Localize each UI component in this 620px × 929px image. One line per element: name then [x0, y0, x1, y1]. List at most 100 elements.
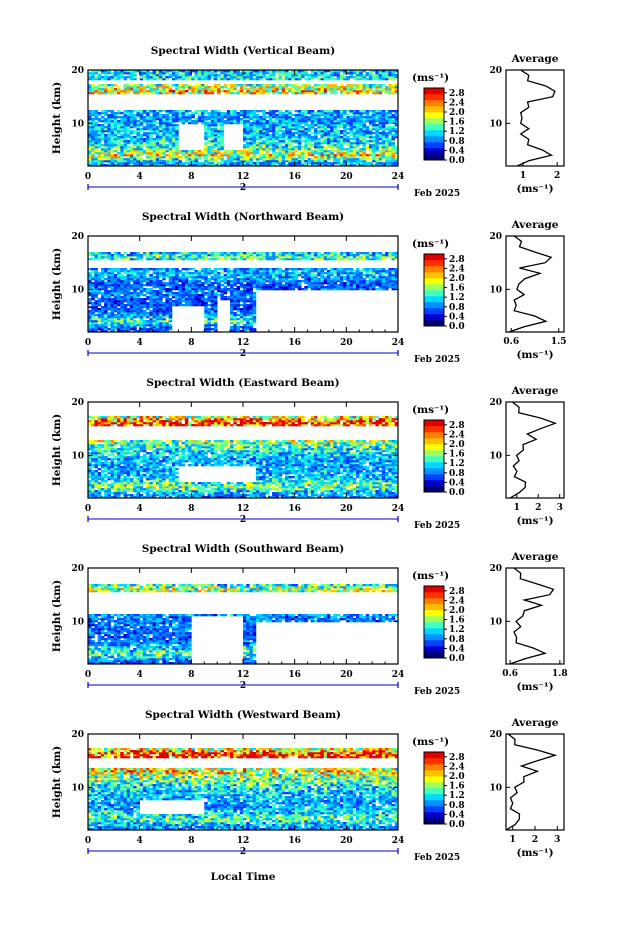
- heatmap-cell: [94, 322, 98, 325]
- heatmap-cell: [314, 132, 318, 135]
- heatmap-cell: [278, 130, 283, 133]
- heatmap-cell: [181, 156, 186, 159]
- heatmap-cell: [181, 282, 186, 285]
- heatmap-cell: [323, 136, 328, 139]
- heatmap-cell: [142, 268, 147, 271]
- heatmap-cell: [149, 110, 153, 113]
- heatmap-cell: [197, 280, 202, 283]
- heatmap-cell: [139, 142, 144, 145]
- heatmap-cell: [152, 138, 157, 141]
- heatmap-cell: [104, 126, 108, 129]
- heatmap-cell: [104, 320, 108, 323]
- heatmap-cell: [100, 92, 105, 95]
- heatmap-cell: [294, 128, 299, 131]
- heatmap-cell: [139, 72, 144, 75]
- heatmap-cell: [262, 118, 266, 121]
- heatmap-cell: [136, 122, 140, 125]
- heatmap-cell: [126, 298, 131, 301]
- heatmap-cell: [326, 156, 331, 159]
- heatmap-cell: [265, 88, 270, 91]
- heatmap-cell: [249, 122, 253, 125]
- heatmap-cell: [113, 88, 118, 91]
- heatmap-cell: [117, 310, 121, 313]
- heatmap-cell: [188, 122, 192, 125]
- heatmap-cell: [146, 128, 150, 131]
- heatmap-cell: [120, 128, 124, 131]
- heatmap-cell: [362, 136, 367, 139]
- heatmap-cell: [278, 114, 283, 117]
- heatmap-cell: [246, 292, 250, 295]
- heatmap-cell: [359, 88, 363, 91]
- heatmap-cell: [100, 140, 105, 143]
- heatmap-cell: [175, 274, 179, 277]
- heatmap-cell: [236, 92, 241, 95]
- heatmap-cell: [97, 112, 102, 115]
- heatmap-cell: [210, 252, 215, 255]
- heatmap-cell: [133, 92, 137, 95]
- heatmap-cell: [136, 126, 140, 129]
- heatmap-cell: [246, 84, 250, 87]
- heatmap-cell: [142, 92, 147, 95]
- heatmap-cell: [268, 74, 273, 77]
- heatmap-cell: [243, 112, 247, 115]
- heatmap-cell: [120, 156, 124, 159]
- avg-x-tick-label: 2: [554, 171, 560, 181]
- heatmap-cell: [126, 274, 131, 277]
- heatmap-cell: [88, 322, 92, 325]
- heatmap-cell: [288, 256, 292, 259]
- heatmap-cell: [281, 132, 286, 135]
- heatmap-cell: [123, 158, 128, 161]
- heatmap-cell: [243, 306, 247, 309]
- heatmap-cell: [133, 148, 137, 151]
- heatmap-cell: [333, 122, 337, 125]
- heatmap-cell: [372, 90, 376, 93]
- heatmap-cell: [265, 126, 270, 129]
- heatmap-cell: [388, 118, 392, 121]
- heatmap-cell: [107, 152, 111, 155]
- heatmap-cell: [320, 84, 325, 87]
- heatmap-cell: [171, 280, 176, 283]
- heatmap-cell: [201, 258, 205, 261]
- heatmap-cell: [210, 126, 215, 129]
- heatmap-cell: [252, 278, 257, 281]
- heatmap-cell: [104, 310, 108, 313]
- heatmap-cell: [252, 270, 257, 273]
- heatmap-cell: [104, 294, 108, 297]
- heatmap-cell: [204, 254, 208, 257]
- heatmap-cell: [184, 90, 189, 93]
- heatmap-cell: [378, 92, 383, 95]
- heatmap-cell: [255, 72, 260, 75]
- heatmap-cell: [204, 92, 208, 95]
- heatmap-cell: [104, 302, 108, 305]
- heatmap-cell: [307, 256, 312, 259]
- heatmap-cell: [213, 314, 218, 317]
- heatmap-cell: [94, 282, 98, 285]
- heatmap-cell: [88, 136, 92, 139]
- heatmap-cell: [94, 124, 98, 127]
- heatmap-cell: [226, 116, 231, 119]
- heatmap-cell: [213, 84, 218, 87]
- heatmap-cell: [120, 258, 124, 261]
- heatmap-cell: [278, 138, 283, 141]
- heatmap-cell: [171, 288, 176, 291]
- heatmap-cell: [155, 322, 160, 325]
- heatmap-cell: [178, 164, 182, 167]
- heatmap-cell: [123, 328, 128, 331]
- heatmap-cell: [149, 254, 153, 257]
- heatmap-cell: [204, 308, 208, 311]
- heatmap-cell: [359, 86, 363, 89]
- heatmap-cell: [255, 132, 260, 135]
- heatmap-cell: [107, 306, 111, 309]
- heatmap-cell: [139, 300, 144, 303]
- heatmap-cell: [310, 78, 315, 81]
- heatmap-cell: [88, 280, 92, 283]
- heatmap-cell: [284, 286, 289, 289]
- heatmap-cell: [230, 78, 234, 81]
- heatmap-cell: [88, 318, 92, 321]
- heatmap-cell: [155, 318, 160, 321]
- heatmap-cell: [168, 146, 173, 149]
- heatmap-cell: [123, 306, 128, 309]
- heatmap-cell: [152, 256, 157, 259]
- heatmap-cell: [356, 76, 360, 79]
- heatmap-cell: [188, 290, 192, 293]
